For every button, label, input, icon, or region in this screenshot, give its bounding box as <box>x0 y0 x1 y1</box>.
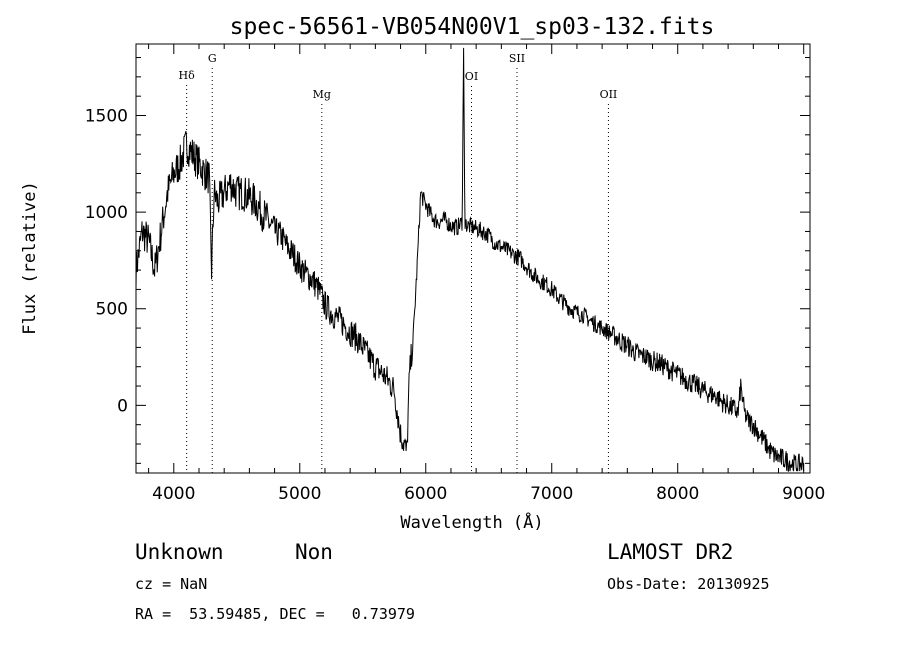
y-tick-label: 1000 <box>85 203 128 223</box>
x-tick-label: 5000 <box>278 484 321 504</box>
line-marker-label: Hδ <box>179 69 196 82</box>
y-tick-label: 1500 <box>85 107 128 127</box>
redshift-cz: cz = NaN <box>135 575 208 593</box>
x-tick-label: 4000 <box>152 484 195 504</box>
y-axis-label: Flux (relative) <box>20 181 40 335</box>
spectral-line-markers: Hδ G Mg OI SII OII <box>179 52 618 473</box>
spectral-subclass: Non <box>295 540 333 564</box>
x-tick-label: 8000 <box>656 484 699 504</box>
line-marker-label: OI <box>465 70 478 83</box>
survey-name: LAMOST DR2 <box>607 540 734 564</box>
line-marker-label: OII <box>600 88 618 101</box>
line-marker-label: SII <box>509 52 525 65</box>
y-axis: 0 500 1000 1500 <box>85 57 810 464</box>
x-tick-label: 9000 <box>782 484 825 504</box>
x-axis-label: Wavelength (Å) <box>400 511 543 533</box>
chart-title: spec-56561-VB054N00V1_sp03-132.fits <box>230 14 715 40</box>
y-tick-label: 500 <box>96 300 128 320</box>
x-tick-label: 6000 <box>404 484 447 504</box>
spectrum-series-line <box>135 47 805 472</box>
obs-date: Obs-Date: 20130925 <box>607 575 770 593</box>
coordinates: RA = 53.59485, DEC = 0.73979 <box>135 605 415 623</box>
plot-frame <box>135 43 811 474</box>
x-tick-label: 7000 <box>530 484 573 504</box>
y-tick-label: 0 <box>117 396 128 416</box>
line-marker-label: Mg <box>313 88 331 101</box>
line-marker-label: G <box>208 52 217 65</box>
spectral-class: Unknown <box>135 540 224 564</box>
x-axis: 4000 5000 6000 7000 8000 9000 <box>148 44 825 504</box>
